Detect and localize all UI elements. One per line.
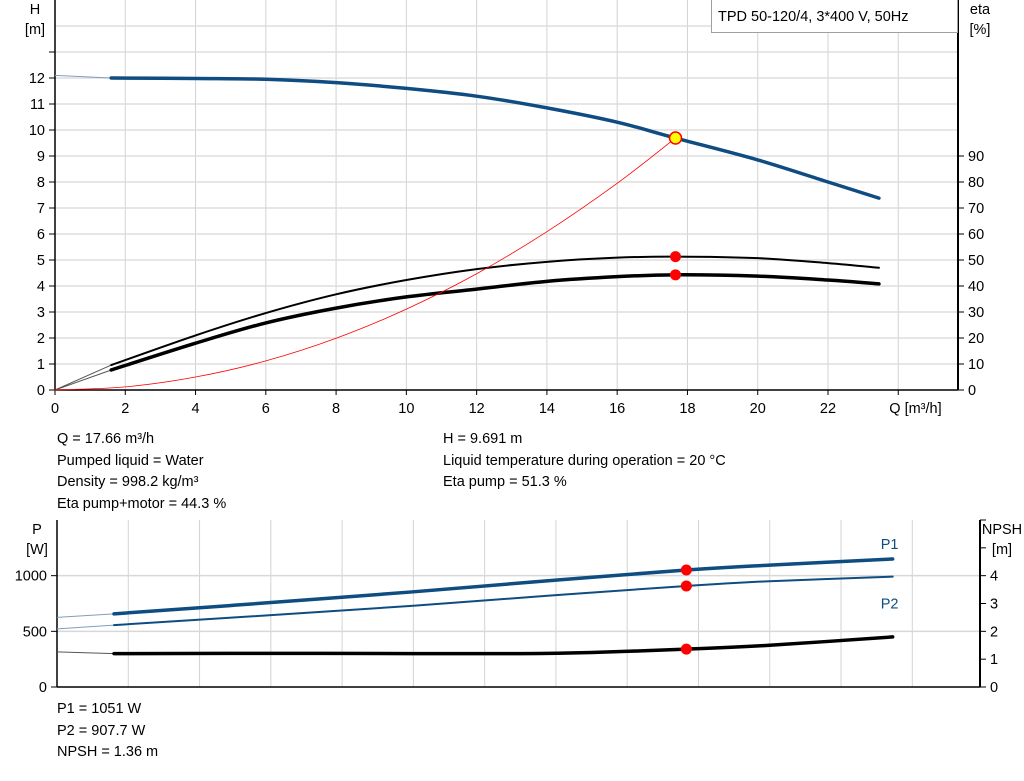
- info-left: Q = 17.66 m³/h Pumped liquid = Water Den…: [57, 429, 226, 515]
- operating-point-marker: [680, 580, 692, 592]
- y-tick-label-left: 8: [37, 175, 45, 191]
- y-tick-label-right: 0: [968, 383, 976, 399]
- x-tick-label: 2: [121, 401, 129, 417]
- y-axis-label-left: P: [32, 522, 42, 538]
- y-tick-label-right: 80: [968, 175, 984, 191]
- y-tick-label-right: 30: [968, 305, 984, 321]
- y-tick-label-left: 3: [37, 305, 45, 321]
- y-axis-label-right: [%]: [970, 22, 991, 38]
- x-tick-label: 8: [332, 401, 340, 417]
- x-tick-label: 6: [262, 401, 270, 417]
- y-tick-label-left: 1000: [15, 569, 47, 585]
- y-tick-label-left: 7: [37, 201, 45, 217]
- operating-point-marker: [680, 643, 692, 655]
- y-tick-label-left: 500: [23, 624, 47, 640]
- curve-extension-P1: [56, 613, 115, 618]
- y-tick-label-left: 9: [37, 149, 45, 165]
- y-tick-label-right: 3: [990, 597, 998, 613]
- operating-point-marker: [680, 564, 692, 576]
- info-npsh: NPSH = 1.36 m: [57, 744, 159, 760]
- y-tick-label-right: 20: [968, 331, 984, 347]
- info-eta-pump-motor: Eta pump+motor = 44.3 %: [57, 495, 227, 512]
- curve-extension-eta_pump_motor: [54, 369, 112, 391]
- curve-eta_pump: [110, 255, 880, 367]
- series-label-P2: P2: [881, 597, 899, 613]
- y-tick-label-left: 2: [37, 331, 45, 347]
- y-tick-label-right: 0: [990, 680, 998, 696]
- y-tick-label-left: 0: [39, 680, 47, 696]
- info-liquid: Pumped liquid = Water: [57, 452, 204, 469]
- curve-eta_pump_motor: [109, 273, 881, 372]
- y-tick-label-left: 1: [37, 357, 45, 373]
- x-tick-label: 12: [469, 401, 485, 417]
- y-tick-label-right: 40: [968, 279, 984, 295]
- info-bottom: P1 = 1051 W P2 = 907.7 W NPSH = 1.36 m: [57, 699, 158, 764]
- info-eta-pump: Eta pump = 51.3 %: [443, 474, 567, 490]
- x-tick-label: 16: [609, 401, 625, 417]
- y-tick-label-left: 10: [29, 123, 45, 139]
- y-tick-label-right: 2: [990, 624, 998, 640]
- curve-extension-eta_pump: [54, 364, 112, 391]
- curve-extension-NPSH: [56, 651, 115, 655]
- power-npsh-chart: 0 500 1000 0 1 2 3 4 P [W] NPSH [m] P1 P2: [15, 519, 1022, 696]
- x-axis-label: Q [m³/h]: [889, 401, 941, 417]
- x-tick-label: 4: [192, 401, 200, 417]
- series-label-P1: P1: [881, 537, 899, 553]
- x-tick-label: 22: [820, 401, 836, 417]
- info-density: Density = 998.2 kg/m³: [57, 474, 199, 490]
- y-tick-label-right: 10: [968, 357, 984, 373]
- y-tick-label-left: 6: [37, 227, 45, 243]
- y-tick-label-right: 70: [968, 201, 984, 217]
- x-tick-label: 14: [539, 401, 555, 417]
- info-p2: P2 = 907.7 W: [57, 722, 146, 739]
- y-axis-label-right: eta: [970, 2, 991, 18]
- curve-extension-P2: [56, 624, 115, 630]
- y-tick-label-left: 4: [37, 279, 45, 295]
- legend-box: TPD 50-120/4, 3*400 V, 50Hz: [711, 0, 958, 33]
- curve-P2: [113, 575, 894, 627]
- x-tick-label: 0: [51, 401, 59, 417]
- y-tick-label-left: 5: [37, 253, 45, 269]
- operating-point-marker: [670, 269, 682, 281]
- info-p1: P1 = 1051 W: [57, 701, 142, 717]
- y-tick-label-left: 0: [37, 383, 45, 399]
- y-tick-label-right: 50: [968, 253, 984, 269]
- curve-NPSH: [112, 635, 895, 656]
- y-axis-label-left: H: [30, 2, 40, 18]
- y-axis-label-left: [m]: [25, 22, 45, 38]
- y-tick-label-right: 60: [968, 227, 984, 243]
- x-tick-label: 18: [679, 401, 695, 417]
- curve-P1: [112, 557, 895, 616]
- y-axis-label-right: NPSH: [982, 522, 1022, 538]
- info-temperature: Liquid temperature during operation = 20…: [443, 452, 726, 469]
- y-tick-label-right: 90: [968, 149, 984, 165]
- operating-point-marker: [668, 131, 683, 145]
- y-tick-label-left: 11: [30, 97, 45, 113]
- curve-H: [109, 76, 881, 200]
- y-tick-label-right: 4: [990, 569, 998, 585]
- info-head: H = 9.691 m: [443, 431, 523, 447]
- y-tick-label-right: 1: [990, 652, 998, 668]
- y-axis-label-left: [W]: [26, 542, 48, 558]
- info-right: H = 9.691 m Liquid temperature during op…: [443, 429, 726, 494]
- operating-point-marker: [670, 251, 682, 263]
- info-flow: Q = 17.66 m³/h: [57, 431, 155, 447]
- x-tick-label: 20: [750, 401, 766, 417]
- curve-system_curve: [54, 137, 676, 391]
- x-tick-label: 10: [398, 401, 414, 417]
- y-tick-label-left: 12: [29, 71, 45, 87]
- y-axis-label-right: [m]: [992, 542, 1012, 558]
- legend-box-text: TPD 50-120/4, 3*400 V, 50Hz: [718, 9, 909, 25]
- curve-extension-H: [54, 74, 112, 79]
